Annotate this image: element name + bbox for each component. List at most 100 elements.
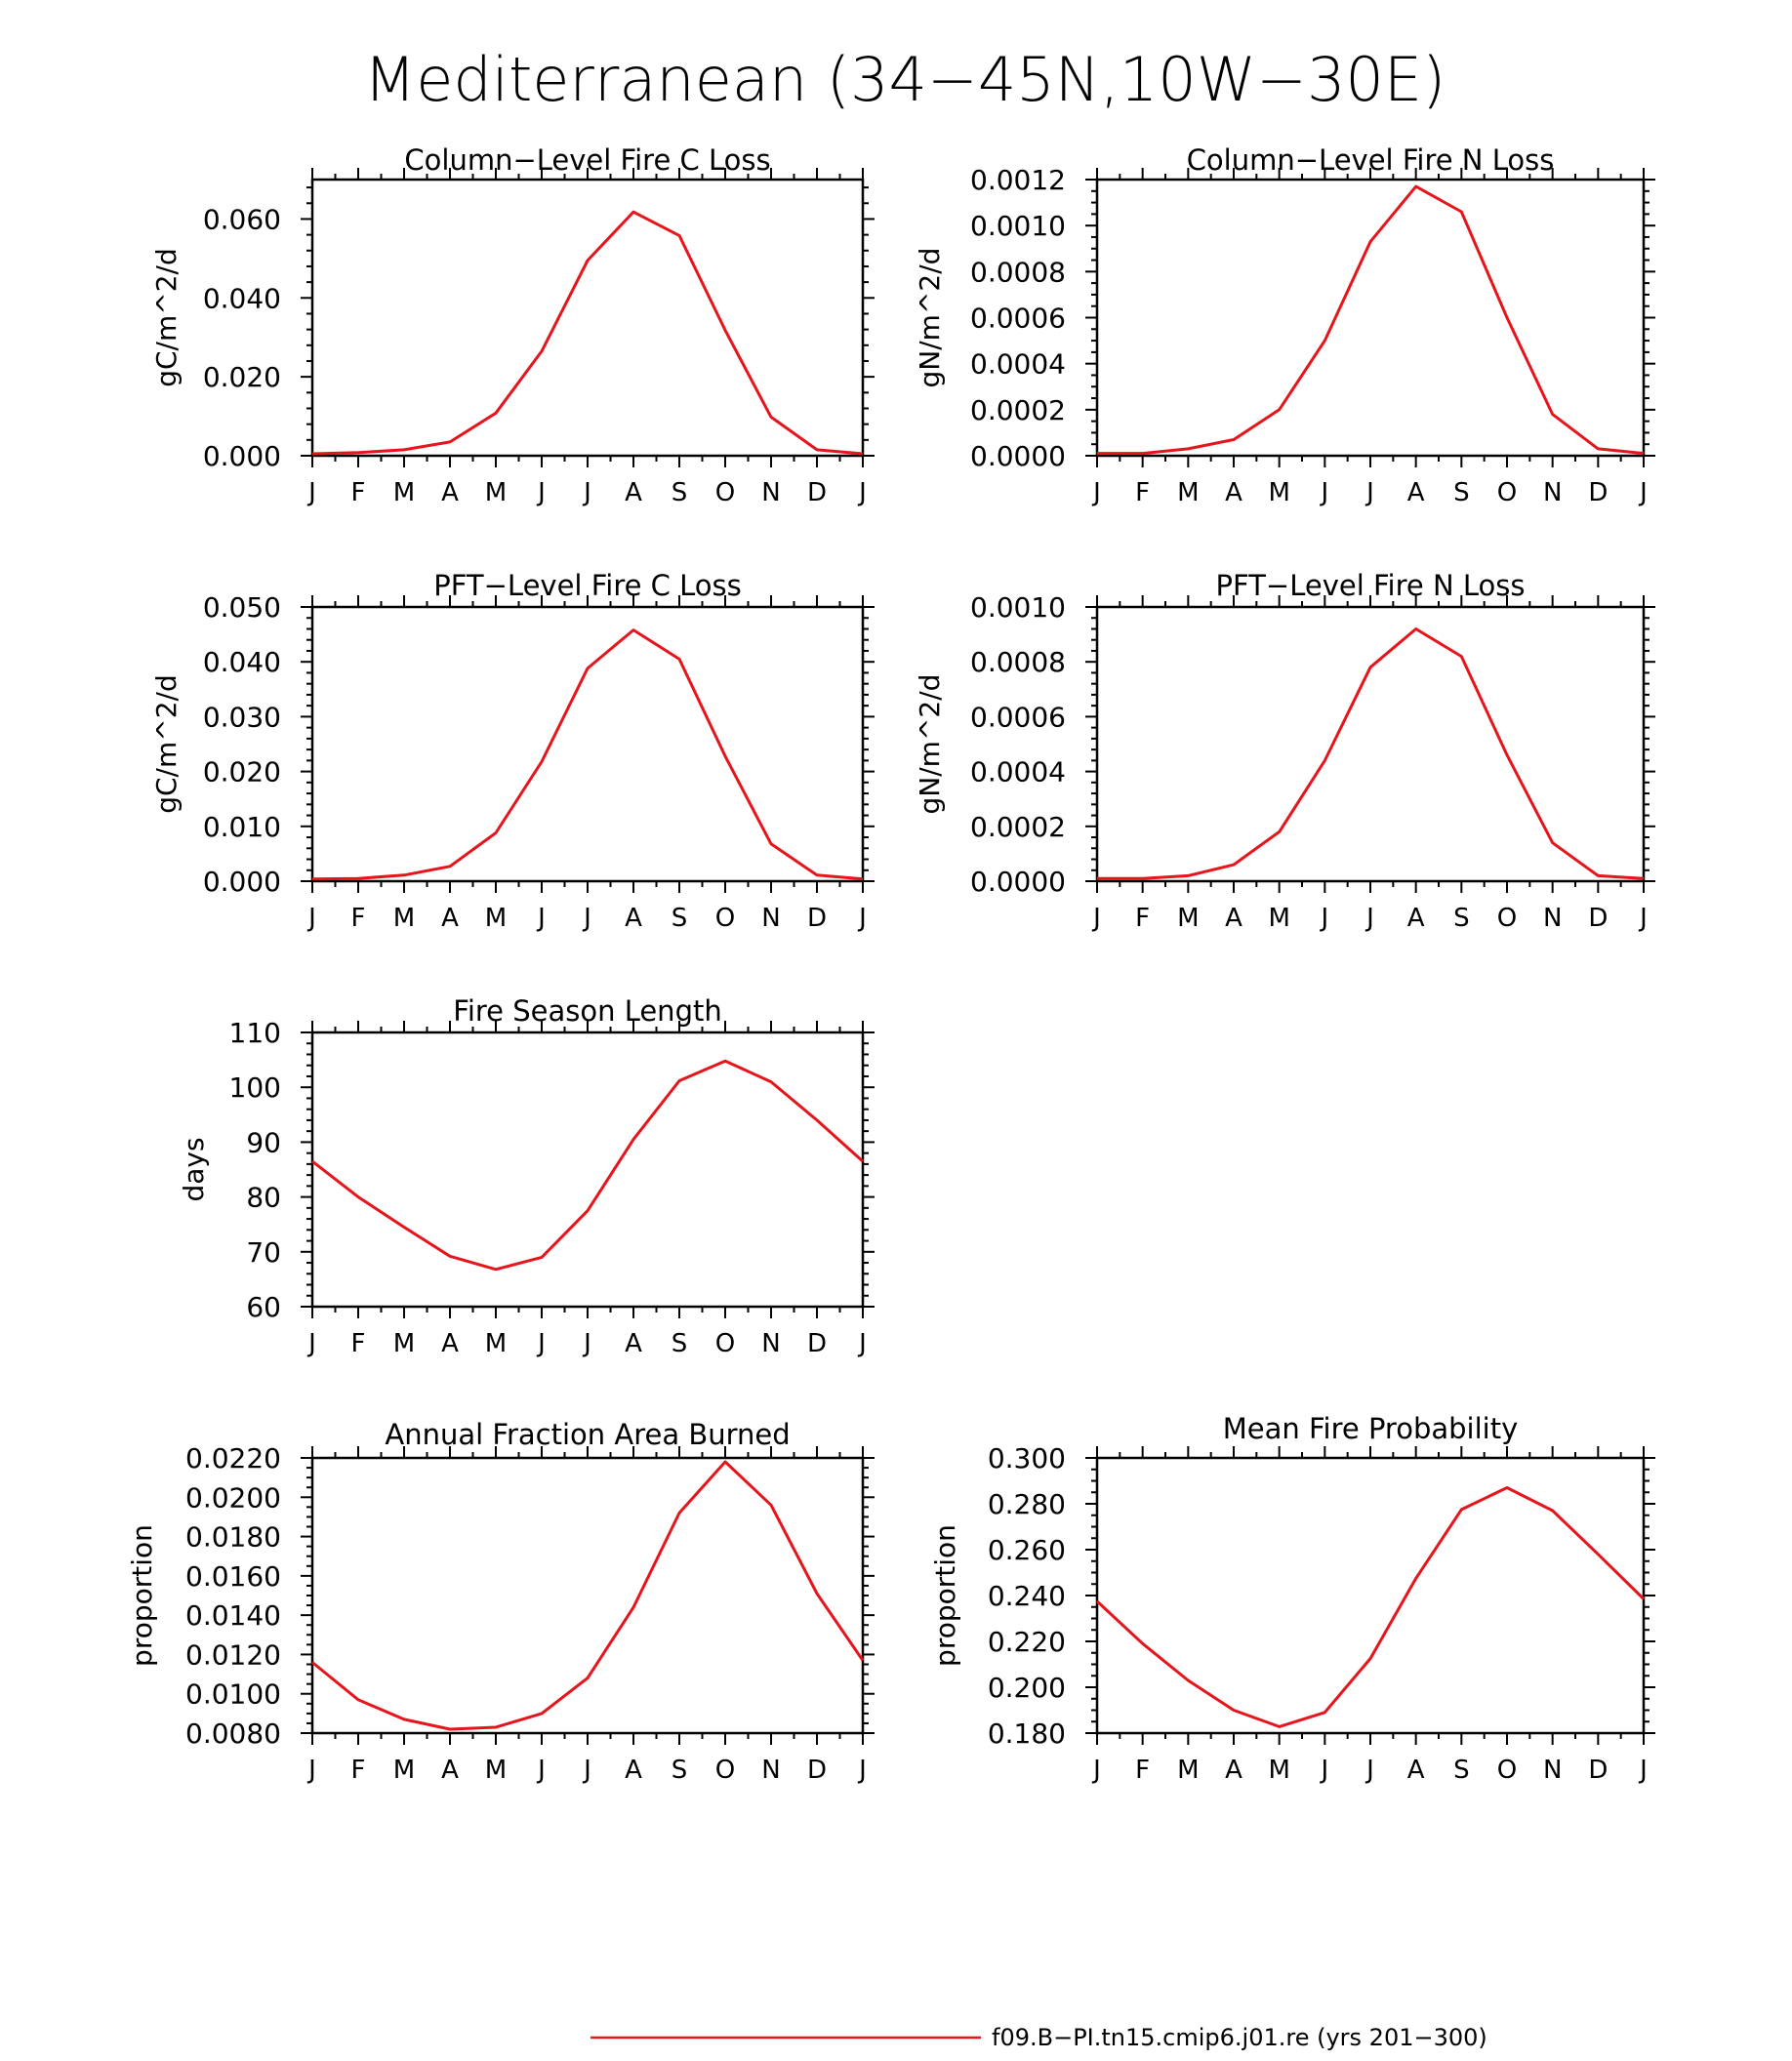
chart-panel: J F M A M J J A S O N D J0.0000.0200.0400.060Column−… bbox=[150, 143, 875, 507]
x-tick-label: O bbox=[715, 904, 735, 933]
y-tick-label: 0.200 bbox=[988, 1672, 1066, 1704]
y-tick-label: 0.0000 bbox=[970, 866, 1066, 898]
series-line bbox=[311, 628, 864, 881]
y-tick-label: 0.020 bbox=[203, 756, 281, 788]
x-tick-label: J bbox=[1319, 478, 1328, 507]
x-tick-label: A bbox=[441, 1756, 459, 1785]
chart-title: Mean Fire Probability bbox=[1223, 1412, 1519, 1445]
x-tick-label: J bbox=[1638, 904, 1648, 933]
x-tick-label: S bbox=[672, 478, 688, 507]
x-tick-label: D bbox=[807, 904, 827, 933]
y-tick-label: 0.240 bbox=[988, 1580, 1066, 1612]
x-tick-label: J bbox=[582, 1329, 591, 1358]
x-tick-label: J bbox=[1091, 1756, 1101, 1785]
x-tick-label: D bbox=[1588, 478, 1608, 507]
series-line bbox=[1095, 1486, 1646, 1728]
y-tick-label: 0.000 bbox=[203, 866, 281, 898]
y-axis-label: gC/m^2/d bbox=[150, 674, 183, 814]
x-tick-label: M bbox=[1177, 478, 1199, 507]
series-line bbox=[311, 210, 864, 456]
y-tick-label: 0.050 bbox=[203, 591, 281, 624]
x-tick-label: D bbox=[1588, 904, 1608, 933]
x-tick-label: J bbox=[536, 1756, 546, 1785]
x-tick-label: M bbox=[485, 1329, 507, 1358]
x-tick-label: S bbox=[1453, 904, 1470, 933]
y-axis-label: gN/m^2/d bbox=[914, 248, 946, 388]
y-tick-label: 0.300 bbox=[988, 1442, 1066, 1475]
x-tick-label: A bbox=[441, 478, 459, 507]
series-line bbox=[311, 1460, 865, 1731]
x-tick-label: J bbox=[1638, 478, 1648, 507]
y-tick-label: 0.0010 bbox=[970, 591, 1066, 624]
x-tick-label: N bbox=[761, 1329, 780, 1358]
x-tick-label: A bbox=[441, 1329, 459, 1358]
y-axis-label: proportion bbox=[929, 1524, 961, 1667]
y-tick-label: 0.0160 bbox=[185, 1560, 281, 1593]
y-axis-label: gC/m^2/d bbox=[150, 248, 183, 387]
x-tick-label: S bbox=[1453, 1756, 1470, 1785]
x-tick-label: J bbox=[1091, 904, 1101, 933]
x-tick-label: J bbox=[1638, 1756, 1648, 1785]
x-tick-label: S bbox=[1453, 478, 1470, 507]
x-tick-label: A bbox=[1407, 478, 1425, 507]
x-tick-label: A bbox=[1407, 904, 1425, 933]
x-tick-label: O bbox=[1497, 904, 1517, 933]
x-tick-label: F bbox=[351, 1756, 366, 1785]
x-tick-label: M bbox=[1268, 904, 1289, 933]
y-tick-label: 0.0220 bbox=[185, 1442, 281, 1475]
y-tick-label: 0.0008 bbox=[970, 646, 1066, 678]
chart-panel: J F M A M J J A S O N D J0.1800.2000.2200.2400.2600.… bbox=[929, 1412, 1655, 1785]
y-axis-label: days bbox=[178, 1137, 210, 1201]
y-tick-label: 70 bbox=[246, 1236, 281, 1269]
x-tick-label: M bbox=[1177, 1756, 1199, 1785]
y-tick-label: 0.0000 bbox=[970, 440, 1066, 472]
x-tick-label: N bbox=[761, 904, 780, 933]
series-line bbox=[311, 1059, 865, 1272]
x-tick-label: J bbox=[857, 478, 867, 507]
figure-title: Mediterranean (34−45N,10W−30E) bbox=[364, 44, 1446, 115]
x-tick-label: N bbox=[761, 1756, 780, 1785]
chart-title: Fire Season Length bbox=[453, 994, 721, 1028]
x-tick-label: J bbox=[857, 904, 867, 933]
x-tick-label: N bbox=[1543, 1756, 1562, 1785]
legend: f09.B−PI.tn15.cmip6.j01.re (yrs 201−300) bbox=[591, 2024, 1487, 2051]
chart-title: PFT−Level Fire N Loss bbox=[1216, 569, 1526, 602]
chart-panel: J F M A M J J A S O N D J0.00000.00020.00040.00060.0… bbox=[914, 143, 1655, 507]
y-tick-label: 0.0100 bbox=[185, 1678, 281, 1711]
x-tick-label: A bbox=[1225, 478, 1242, 507]
x-tick-label: A bbox=[1225, 1756, 1242, 1785]
y-tick-label: 0.0120 bbox=[185, 1638, 281, 1671]
x-tick-label: F bbox=[1135, 904, 1150, 933]
x-tick-label: D bbox=[1588, 1756, 1608, 1785]
x-tick-label: M bbox=[1177, 904, 1199, 933]
x-tick-label: J bbox=[1319, 904, 1328, 933]
x-tick-label: M bbox=[1268, 1756, 1289, 1785]
x-tick-label: J bbox=[536, 478, 546, 507]
y-tick-label: 0.030 bbox=[203, 701, 281, 733]
x-tick-label: A bbox=[625, 478, 642, 507]
x-tick-label: A bbox=[441, 904, 459, 933]
x-tick-label: O bbox=[715, 478, 735, 507]
y-tick-label: 0.0180 bbox=[185, 1521, 281, 1554]
x-tick-label: D bbox=[807, 1756, 827, 1785]
y-tick-label: 0.010 bbox=[203, 811, 281, 843]
x-tick-label: F bbox=[351, 904, 366, 933]
x-tick-label: M bbox=[485, 1756, 507, 1785]
series-line bbox=[1097, 184, 1645, 456]
chart-panel: J F M A M J J A S O N D J0.0000.0100.0200.0300.0400.… bbox=[150, 569, 875, 933]
x-tick-label: A bbox=[625, 904, 642, 933]
x-tick-label: J bbox=[582, 478, 591, 507]
x-tick-label: O bbox=[1497, 478, 1517, 507]
x-tick-label: A bbox=[625, 1329, 642, 1358]
x-tick-label: N bbox=[1543, 478, 1562, 507]
y-tick-label: 0.0006 bbox=[970, 303, 1066, 335]
x-tick-label: M bbox=[1268, 478, 1289, 507]
y-tick-label: 0.040 bbox=[203, 282, 281, 314]
x-tick-label: J bbox=[306, 1329, 316, 1358]
chart-panel: J F M A M J J A S O N D J0.00000.00020.00040.00060.0… bbox=[914, 569, 1655, 933]
y-tick-label: 0.0010 bbox=[970, 210, 1066, 242]
chart-title: Annual Fraction Area Burned bbox=[385, 1418, 790, 1451]
y-tick-label: 0.280 bbox=[988, 1488, 1066, 1520]
